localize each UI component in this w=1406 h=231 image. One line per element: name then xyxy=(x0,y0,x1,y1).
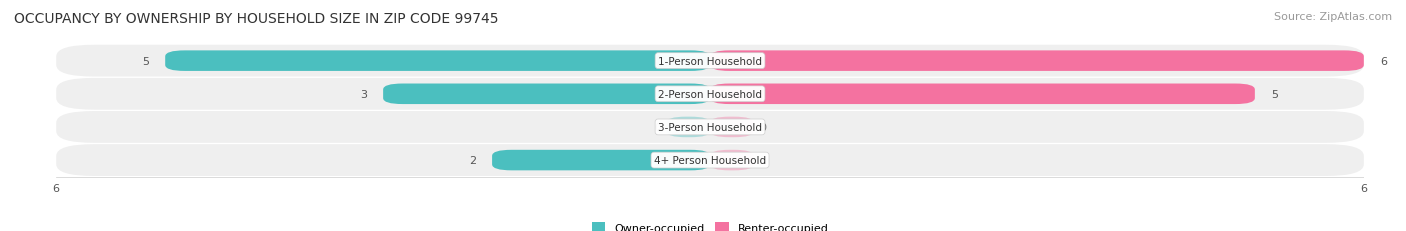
Text: OCCUPANCY BY OWNERSHIP BY HOUSEHOLD SIZE IN ZIP CODE 99745: OCCUPANCY BY OWNERSHIP BY HOUSEHOLD SIZE… xyxy=(14,12,499,25)
FancyBboxPatch shape xyxy=(710,150,754,171)
Text: 6: 6 xyxy=(1381,56,1388,66)
Text: 1-Person Household: 1-Person Household xyxy=(658,56,762,66)
FancyBboxPatch shape xyxy=(710,84,1256,105)
FancyBboxPatch shape xyxy=(56,112,1364,143)
Text: Source: ZipAtlas.com: Source: ZipAtlas.com xyxy=(1274,12,1392,21)
FancyBboxPatch shape xyxy=(710,51,1364,72)
Legend: Owner-occupied, Renter-occupied: Owner-occupied, Renter-occupied xyxy=(588,218,832,231)
Text: 0: 0 xyxy=(654,122,661,132)
Text: 5: 5 xyxy=(1271,89,1278,99)
Text: 0: 0 xyxy=(759,155,766,165)
Text: 2: 2 xyxy=(468,155,475,165)
Text: 2-Person Household: 2-Person Household xyxy=(658,89,762,99)
FancyBboxPatch shape xyxy=(492,150,710,171)
Text: 3-Person Household: 3-Person Household xyxy=(658,122,762,132)
Text: 0: 0 xyxy=(759,122,766,132)
FancyBboxPatch shape xyxy=(56,46,1364,77)
FancyBboxPatch shape xyxy=(710,117,754,138)
FancyBboxPatch shape xyxy=(382,84,710,105)
Text: 5: 5 xyxy=(142,56,149,66)
FancyBboxPatch shape xyxy=(56,79,1364,110)
Text: 4+ Person Household: 4+ Person Household xyxy=(654,155,766,165)
Text: 3: 3 xyxy=(360,89,367,99)
FancyBboxPatch shape xyxy=(666,117,710,138)
FancyBboxPatch shape xyxy=(56,145,1364,176)
FancyBboxPatch shape xyxy=(166,51,710,72)
